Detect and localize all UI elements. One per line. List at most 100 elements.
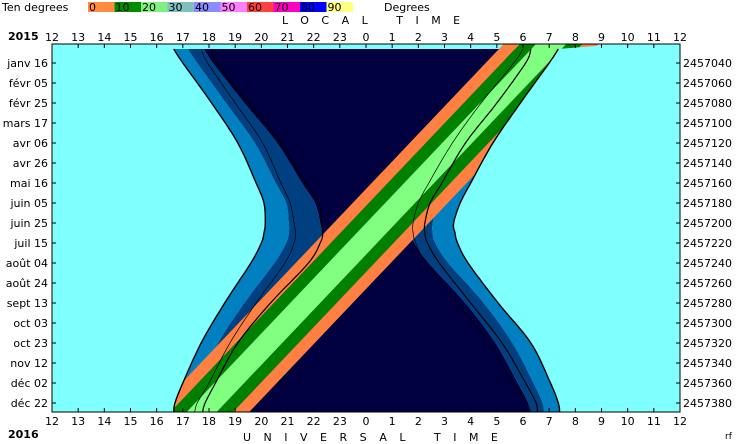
date-label: mai 16 — [10, 177, 48, 190]
date-label: oct 23 — [13, 337, 48, 350]
julian-day-label: 2457340 — [683, 357, 732, 370]
date-label: juin 05 — [9, 197, 48, 210]
evening-thick-line — [202, 48, 324, 412]
legend-label: 0 — [89, 1, 96, 14]
julian-day-label: 2457100 — [683, 117, 732, 130]
bottom-tick-label: 7 — [546, 415, 553, 428]
bottom-tick-label: 10 — [621, 415, 635, 428]
top-tick-label: 1 — [389, 31, 396, 44]
legend-label: 60 — [248, 1, 262, 14]
top-tick-label: 8 — [572, 31, 579, 44]
top-tick-label: 0 — [363, 31, 370, 44]
bottom-tick-label: 18 — [202, 415, 216, 428]
top-tick-label: 17 — [176, 31, 190, 44]
date-label: août 24 — [6, 277, 48, 290]
evening-thin-line — [194, 48, 296, 412]
date-label: janv 16 — [6, 57, 48, 70]
julian-day-label: 2457140 — [683, 157, 732, 170]
top-tick-label: 19 — [228, 31, 242, 44]
julian-day-label: 2457080 — [683, 97, 732, 110]
julian-day-label: 2457280 — [683, 297, 732, 310]
bottom-tick-label: 9 — [598, 415, 605, 428]
legend-title: Ten degrees — [2, 1, 69, 14]
bottom-tick-label: 5 — [493, 415, 500, 428]
legend-swatch — [300, 2, 327, 12]
date-label: sept 13 — [7, 297, 48, 310]
legend-label: 30 — [169, 1, 183, 14]
year-bottom: 2016 — [8, 428, 39, 441]
top-tick-label: 12 — [45, 31, 59, 44]
bottom-tick-label: 12 — [673, 415, 687, 428]
date-label: déc 02 — [11, 377, 48, 390]
legend-label: 70 — [275, 1, 289, 14]
date-label: nov 12 — [10, 357, 48, 370]
date-label: avr 26 — [13, 157, 48, 170]
date-label: juin 25 — [9, 217, 48, 230]
evening-civil-twilight — [173, 49, 290, 412]
julian-day-label: 2457060 — [683, 77, 732, 90]
julian-day-label: 2457120 — [683, 137, 732, 150]
bottom-tick-label: 23 — [333, 415, 347, 428]
bottom-tick-label: 22 — [307, 415, 321, 428]
julian-day-label: 2457380 — [683, 397, 732, 410]
date-label: mars 17 — [3, 117, 48, 130]
bottom-tick-label: 0 — [363, 415, 370, 428]
day-region-right — [453, 44, 680, 412]
top-tick-label: 14 — [97, 31, 111, 44]
evening-nautical-twilight — [188, 49, 322, 412]
bottom-tick-label: 2 — [415, 415, 422, 428]
legend-swatch — [194, 2, 221, 12]
bottom-tick-label: 8 — [572, 415, 579, 428]
top-tick-label: 2 — [415, 31, 422, 44]
julian-day-label: 2457200 — [683, 217, 732, 230]
date-label: févr 25 — [9, 97, 48, 110]
bottom-tick-label: 1 — [389, 415, 396, 428]
bottom-tick-label: 13 — [71, 415, 85, 428]
bottom-tick-label: 19 — [228, 415, 242, 428]
top-tick-label: 13 — [71, 31, 85, 44]
date-label: août 04 — [6, 257, 48, 270]
legend-swatch — [247, 2, 274, 12]
top-tick-label: 5 — [493, 31, 500, 44]
date-label: avr 06 — [13, 137, 48, 150]
bottom-tick-label: 3 — [441, 415, 448, 428]
legend-label: 10 — [116, 1, 130, 14]
legend: Ten degrees Degrees — [0, 0, 738, 14]
top-tick-label: 11 — [647, 31, 661, 44]
bottom-tick-label: 16 — [150, 415, 164, 428]
corner-note: rf — [725, 432, 732, 442]
bottom-tick-label: 17 — [176, 415, 190, 428]
date-label: juil 15 — [13, 237, 48, 250]
top-tick-label: 10 — [621, 31, 635, 44]
julian-day-label: 2457160 — [683, 177, 732, 190]
bottom-tick-label: 14 — [97, 415, 111, 428]
legend-swatch — [88, 2, 115, 12]
bottom-tick-label: 11 — [647, 415, 661, 428]
julian-day-label: 2457320 — [683, 337, 732, 350]
top-tick-label: 21 — [281, 31, 295, 44]
bottom-tick-label: 4 — [467, 415, 474, 428]
top-tick-label: 7 — [546, 31, 553, 44]
stripe-lightgreen — [186, 44, 567, 412]
axes: 12 13 14 15 16 17 18 19 20 21 22 23 0 1 2 3 4 5 6 7 8 9 10 11 12… — [3, 31, 732, 428]
bottom-tick-label: 15 — [124, 415, 138, 428]
top-tick-label: 9 — [598, 31, 605, 44]
stripe-green-top — [170, 44, 537, 412]
top-tick-label: 16 — [150, 31, 164, 44]
stripe-orange-top — [154, 44, 520, 412]
julian-day-label: 2457040 — [683, 57, 732, 70]
legend-unit: Degrees — [384, 1, 430, 14]
local-time-caption: LOCAL TIME — [282, 14, 473, 27]
legend-swatch — [273, 2, 300, 12]
plot-layer — [52, 44, 680, 412]
morning-thick-line — [423, 48, 538, 412]
top-tick-label: 6 — [520, 31, 527, 44]
legend-swatch — [114, 2, 141, 12]
top-tick-label: 23 — [333, 31, 347, 44]
top-tick-label: 4 — [467, 31, 474, 44]
top-tick-label: 22 — [307, 31, 321, 44]
bottom-tick-label: 21 — [281, 415, 295, 428]
legend-swatch — [326, 2, 353, 12]
top-tick-label: 15 — [124, 31, 138, 44]
legend-label: 90 — [328, 1, 342, 14]
